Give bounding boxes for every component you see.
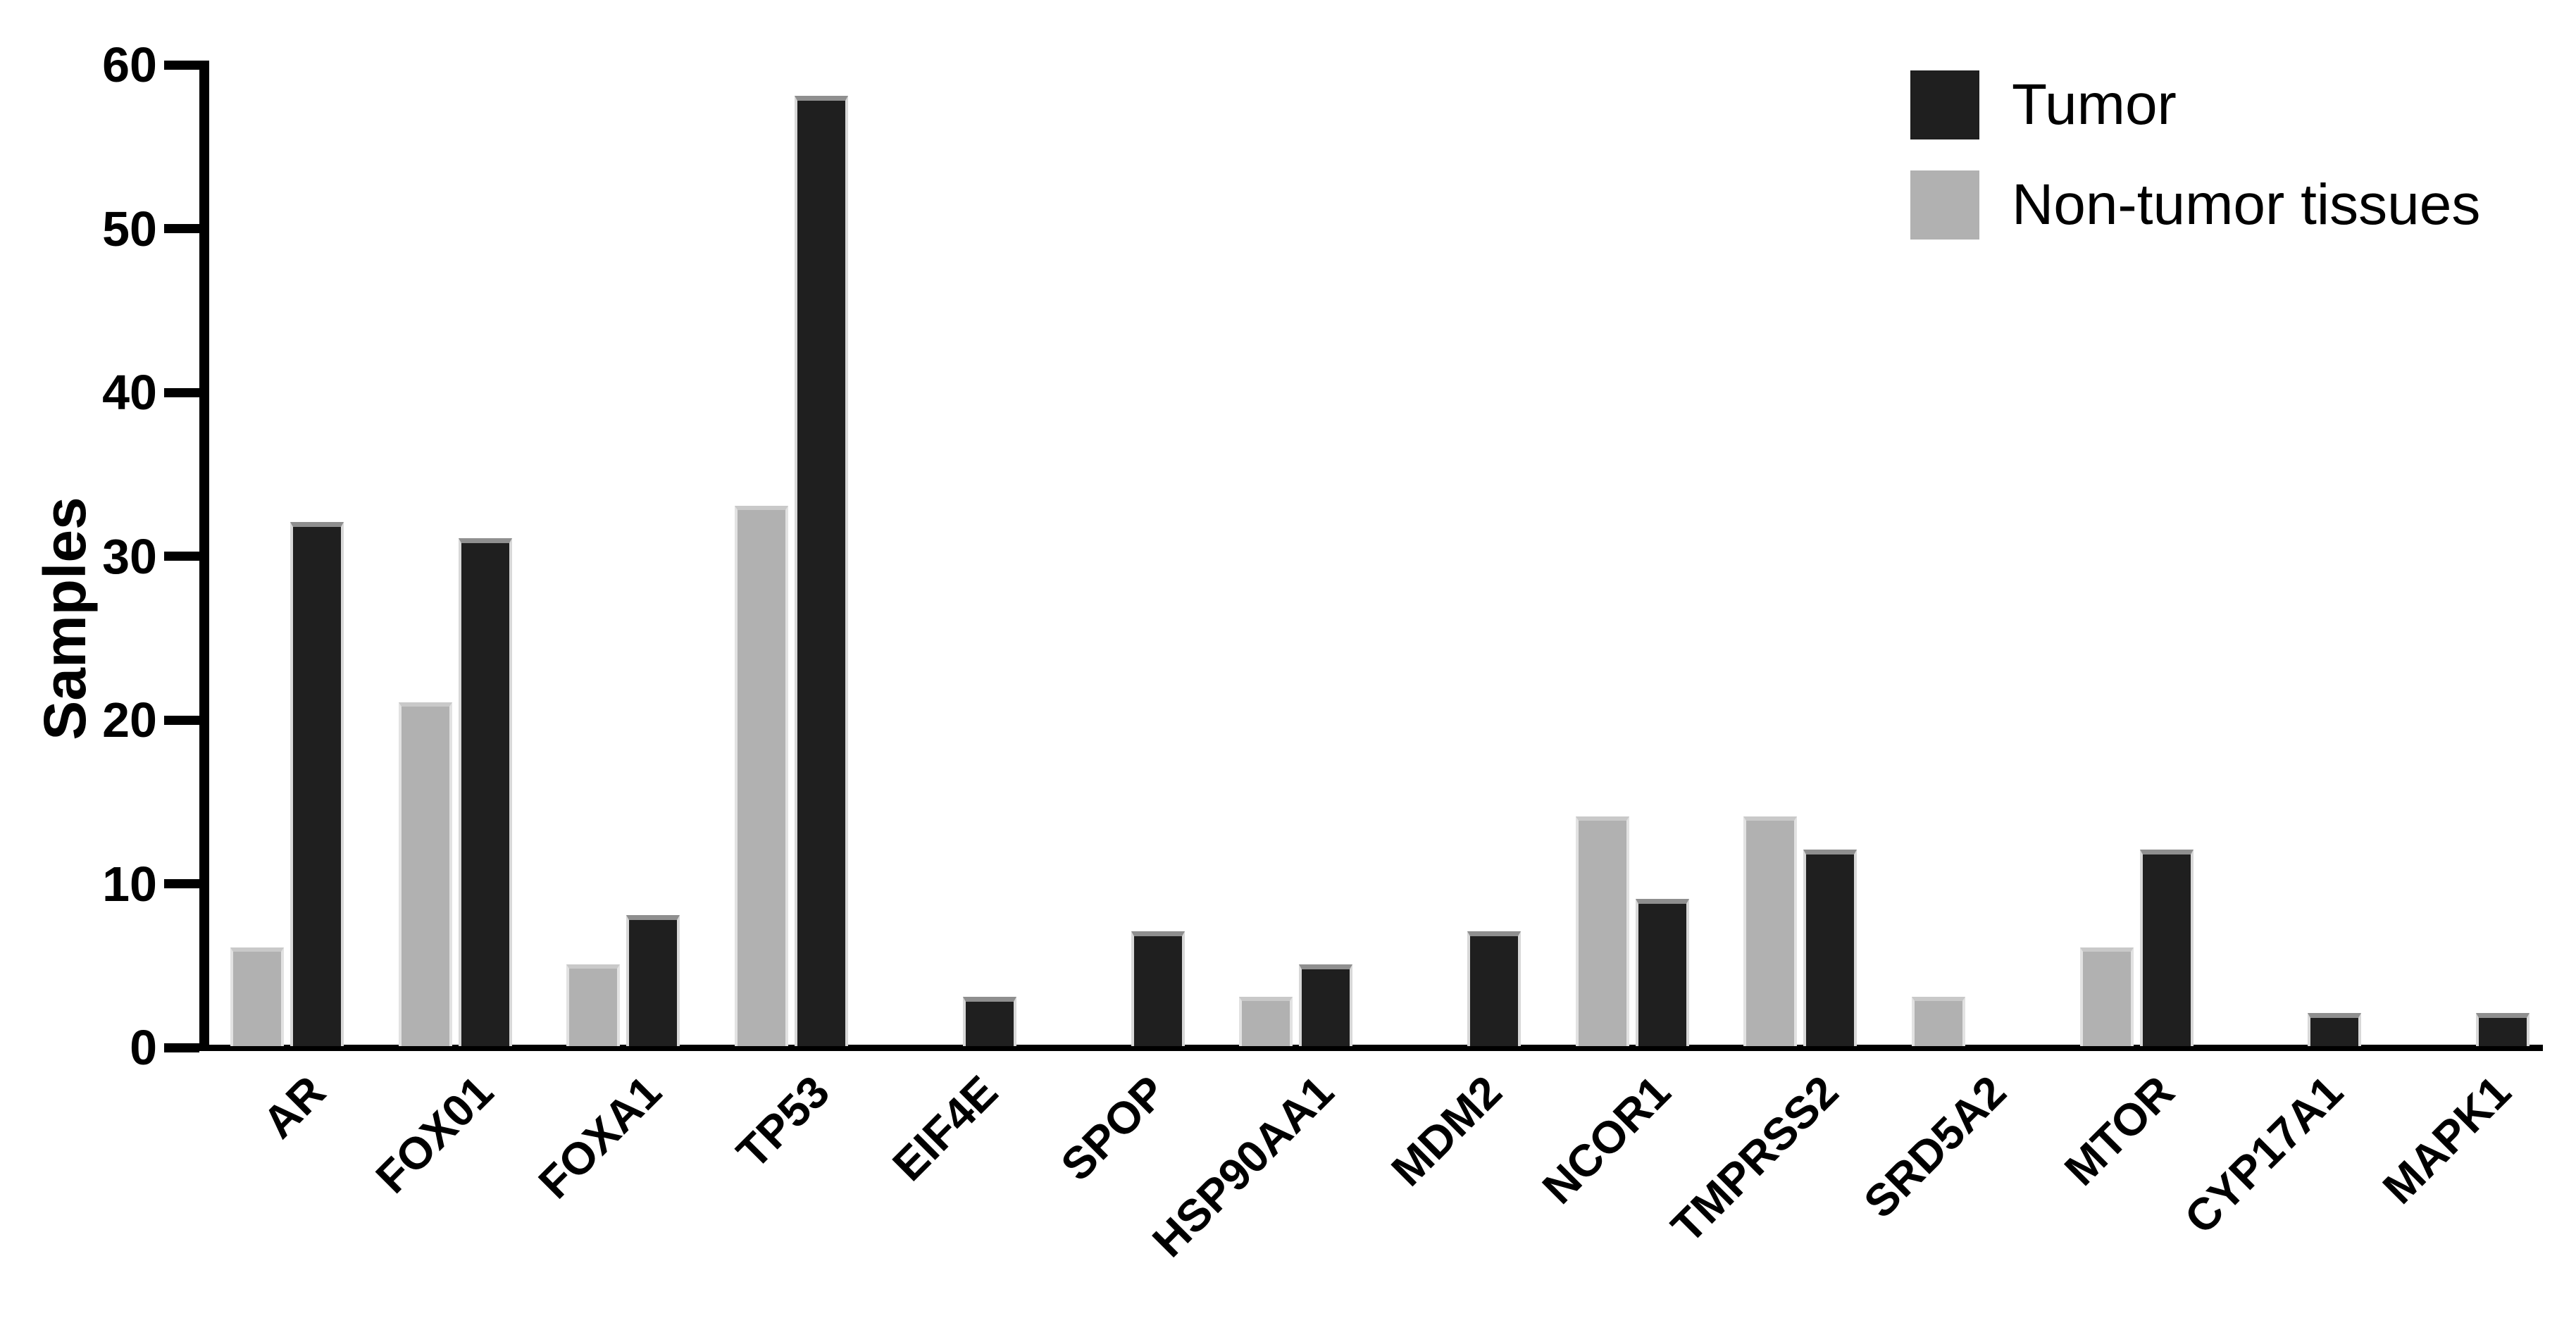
bar-non-tumor-NCOR1	[1575, 816, 1629, 1046]
x-label-FOXA1: FOXA1	[528, 1066, 671, 1208]
y-axis-spine	[199, 61, 209, 1050]
x-axis-spine	[199, 1045, 2543, 1051]
bar-tumor-AR	[290, 522, 344, 1046]
bar-non-tumor-FOXA1	[566, 964, 621, 1046]
bar-tumor-FOXA1	[626, 915, 680, 1046]
x-label-SPOP: SPOP	[1050, 1066, 1176, 1191]
x-label-MTOR: MTOR	[2055, 1066, 2184, 1195]
x-label-TMPRSS2: TMPRSS2	[1661, 1066, 1848, 1253]
bar-non-tumor-AR	[230, 947, 284, 1046]
y-tick-40	[164, 387, 199, 397]
y-tick-label-50: 50	[102, 201, 157, 256]
bar-non-tumor-HSP90AA1	[1239, 997, 1293, 1046]
y-tick-10	[164, 879, 199, 888]
x-label-MDM2: MDM2	[1381, 1066, 1512, 1196]
y-tick-label-60: 60	[102, 37, 157, 92]
legend-label-tumor: Tumor	[2012, 73, 2177, 137]
y-tick-label-10: 10	[102, 856, 157, 912]
bar-tumor-NCOR1	[1635, 899, 1689, 1046]
bar-tumor-FOX01	[458, 538, 512, 1046]
bar-tumor-SPOP	[1131, 931, 1185, 1046]
bar-non-tumor-TMPRSS2	[1743, 816, 1798, 1046]
legend-item-tumor: Tumor	[1910, 70, 2480, 139]
y-tick-20	[164, 715, 199, 725]
y-tick-label-0: 0	[130, 1020, 157, 1075]
y-tick-30	[164, 552, 199, 561]
bar-tumor-MDM2	[1467, 931, 1521, 1046]
x-label-NCOR1: NCOR1	[1532, 1066, 1680, 1214]
x-label-SRD5A2: SRD5A2	[1854, 1066, 2017, 1228]
bar-non-tumor-SRD5A2	[1912, 997, 1965, 1046]
bar-tumor-TP53	[795, 96, 849, 1046]
bar-non-tumor-FOX01	[398, 702, 452, 1046]
bar-tumor-MTOR	[2139, 850, 2194, 1046]
y-tick-label-40: 40	[102, 365, 157, 420]
y-tick-60	[164, 60, 199, 70]
y-tick-label-20: 20	[102, 692, 157, 747]
bar-tumor-TMPRSS2	[1803, 850, 1858, 1046]
bar-tumor-HSP90AA1	[1299, 964, 1353, 1046]
x-label-FOX01: FOX01	[366, 1066, 503, 1203]
x-label-MAPK1: MAPK1	[2372, 1066, 2521, 1214]
legend-label-non-tumor: Non-tumor tissues	[2012, 173, 2481, 237]
x-label-HSP90AA1: HSP90AA1	[1143, 1066, 1344, 1267]
x-label-AR: AR	[252, 1066, 335, 1148]
tumor-swatch	[1910, 70, 1979, 139]
y-tick-label-30: 30	[102, 528, 157, 584]
legend-item-non-tumor: Non-tumor tissues	[1910, 170, 2480, 240]
y-tick-50	[164, 224, 199, 233]
bar-tumor-CYP17A1	[2308, 1013, 2362, 1046]
non-tumor-swatch	[1910, 170, 1979, 240]
bar-non-tumor-MTOR	[2079, 947, 2134, 1046]
y-tick-0	[164, 1043, 199, 1052]
bar-non-tumor-TP53	[735, 506, 789, 1046]
bar-tumor-EIF4E	[962, 997, 1016, 1046]
legend: Tumor Non-tumor tissues	[1910, 70, 2480, 271]
x-label-TP53: TP53	[727, 1066, 840, 1179]
x-label-CYP17A1: CYP17A1	[2174, 1066, 2353, 1244]
x-label-EIF4E: EIF4E	[883, 1066, 1007, 1191]
bar-tumor-MAPK1	[2476, 1013, 2530, 1046]
